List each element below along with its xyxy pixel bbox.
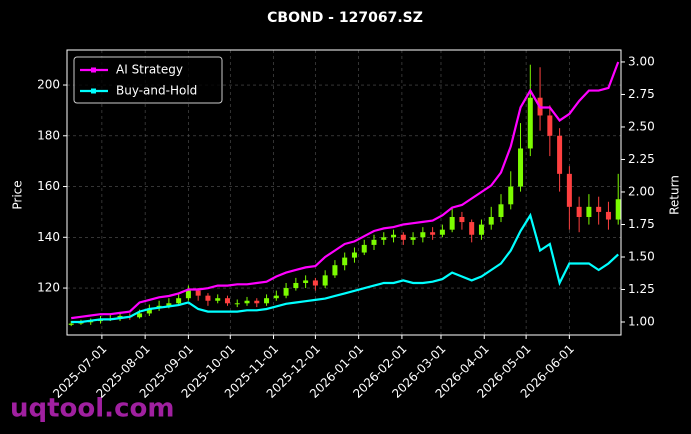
candle-body bbox=[205, 295, 211, 301]
candle-body bbox=[351, 252, 357, 258]
legend-box bbox=[73, 56, 223, 104]
y2-axis-label: Return bbox=[668, 175, 682, 215]
y2-tick-label: 3.00 bbox=[628, 54, 655, 68]
y2-tick-label: 1.25 bbox=[628, 282, 655, 296]
return-line bbox=[71, 61, 620, 320]
legend-label: Buy-and-Hold bbox=[116, 84, 197, 98]
candle-body bbox=[332, 265, 338, 276]
candle-body bbox=[547, 115, 553, 136]
y-tick-label: 160 bbox=[37, 179, 60, 193]
candle-body bbox=[137, 313, 143, 318]
candle-body bbox=[244, 300, 250, 304]
y-tick-label: 120 bbox=[37, 281, 60, 295]
candle-body bbox=[224, 298, 230, 304]
y2-tick-label: 2.00 bbox=[628, 184, 655, 198]
y2-tick-label: 2.75 bbox=[628, 87, 655, 101]
legend-marker bbox=[91, 67, 96, 73]
y-tick-label: 140 bbox=[37, 230, 60, 244]
y2-tick-label: 2.50 bbox=[628, 119, 655, 133]
candle-body bbox=[566, 173, 572, 207]
return-line bbox=[71, 212, 619, 324]
y2-tick-label: 1.50 bbox=[628, 249, 655, 263]
candle-body bbox=[410, 237, 416, 240]
candle-body bbox=[596, 206, 602, 212]
candle-body bbox=[293, 282, 299, 289]
candle-body bbox=[508, 186, 514, 205]
candle-body bbox=[322, 275, 328, 286]
candle-body bbox=[469, 222, 475, 235]
candle-body bbox=[146, 308, 152, 314]
candle-body bbox=[586, 206, 592, 217]
candle-body bbox=[361, 244, 367, 253]
candle-body bbox=[303, 280, 309, 283]
legend-label: AI Strategy bbox=[116, 63, 183, 77]
candle-body bbox=[400, 234, 406, 240]
candle-body bbox=[498, 204, 504, 217]
candle-body bbox=[478, 224, 484, 235]
y2-tick-label: 1.75 bbox=[628, 217, 655, 231]
y2-tick-label: 1.00 bbox=[628, 314, 655, 328]
chart-title: CBOND - 127067.SZ bbox=[267, 10, 423, 26]
candle-body bbox=[264, 298, 270, 304]
candle-body bbox=[371, 239, 377, 245]
candle-body bbox=[381, 237, 387, 240]
candle-body bbox=[439, 229, 445, 235]
candle-body bbox=[312, 280, 318, 286]
candle-body bbox=[557, 135, 563, 174]
y-axis-label: Price bbox=[11, 180, 25, 209]
candle-body bbox=[195, 290, 201, 296]
candle-body bbox=[449, 216, 455, 230]
candle-body bbox=[176, 298, 182, 304]
candle-body bbox=[576, 206, 582, 217]
candle-body bbox=[234, 303, 240, 305]
watermark: uqtool.com bbox=[10, 394, 174, 424]
candle-body bbox=[166, 303, 172, 306]
y-tick-label: 200 bbox=[37, 78, 60, 92]
legend-marker bbox=[91, 88, 96, 94]
candle-body bbox=[605, 211, 611, 220]
candle-body bbox=[273, 295, 279, 299]
y2-tick-label: 2.25 bbox=[628, 152, 655, 166]
candle-body bbox=[342, 257, 348, 266]
plot-frame bbox=[66, 49, 622, 336]
candle-body bbox=[185, 290, 191, 299]
y-tick-label: 180 bbox=[37, 128, 60, 142]
candle-body bbox=[527, 97, 533, 149]
candle-body bbox=[488, 216, 494, 225]
candle-body bbox=[420, 232, 426, 238]
candle-body bbox=[283, 288, 289, 296]
candle-body bbox=[459, 216, 465, 223]
candle-body bbox=[254, 300, 260, 304]
candle-body bbox=[215, 298, 221, 301]
candle-body bbox=[430, 232, 436, 235]
candle-body bbox=[615, 199, 621, 220]
candle-body bbox=[68, 323, 74, 325]
candle-body bbox=[518, 148, 524, 187]
candle-body bbox=[391, 234, 397, 238]
